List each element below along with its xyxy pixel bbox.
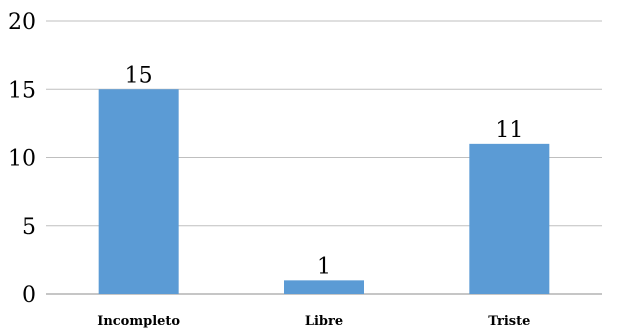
- bars: [98, 89, 550, 294]
- bar-libre: [284, 280, 364, 294]
- y-axis-tick-labels: 0 5 10 15 20: [8, 10, 36, 308]
- category-label-libre: Libre: [305, 314, 343, 329]
- category-label-triste: Triste: [488, 314, 530, 329]
- data-label-triste: 11: [495, 118, 523, 143]
- y-tick-label-0: 0: [22, 283, 36, 308]
- data-label-incompleto: 15: [125, 63, 153, 88]
- y-tick-label-10: 10: [8, 147, 36, 172]
- bar-incompleto: [98, 89, 179, 294]
- y-tick-label-5: 5: [22, 215, 36, 240]
- category-label-incompleto: Incompleto: [97, 314, 180, 329]
- x-axis-category-labels: Incompleto Libre Triste: [97, 314, 530, 329]
- y-tick-label-20: 20: [8, 10, 36, 35]
- data-label-libre: 1: [317, 254, 331, 279]
- bar-triste: [469, 143, 550, 294]
- y-tick-label-15: 15: [8, 78, 36, 103]
